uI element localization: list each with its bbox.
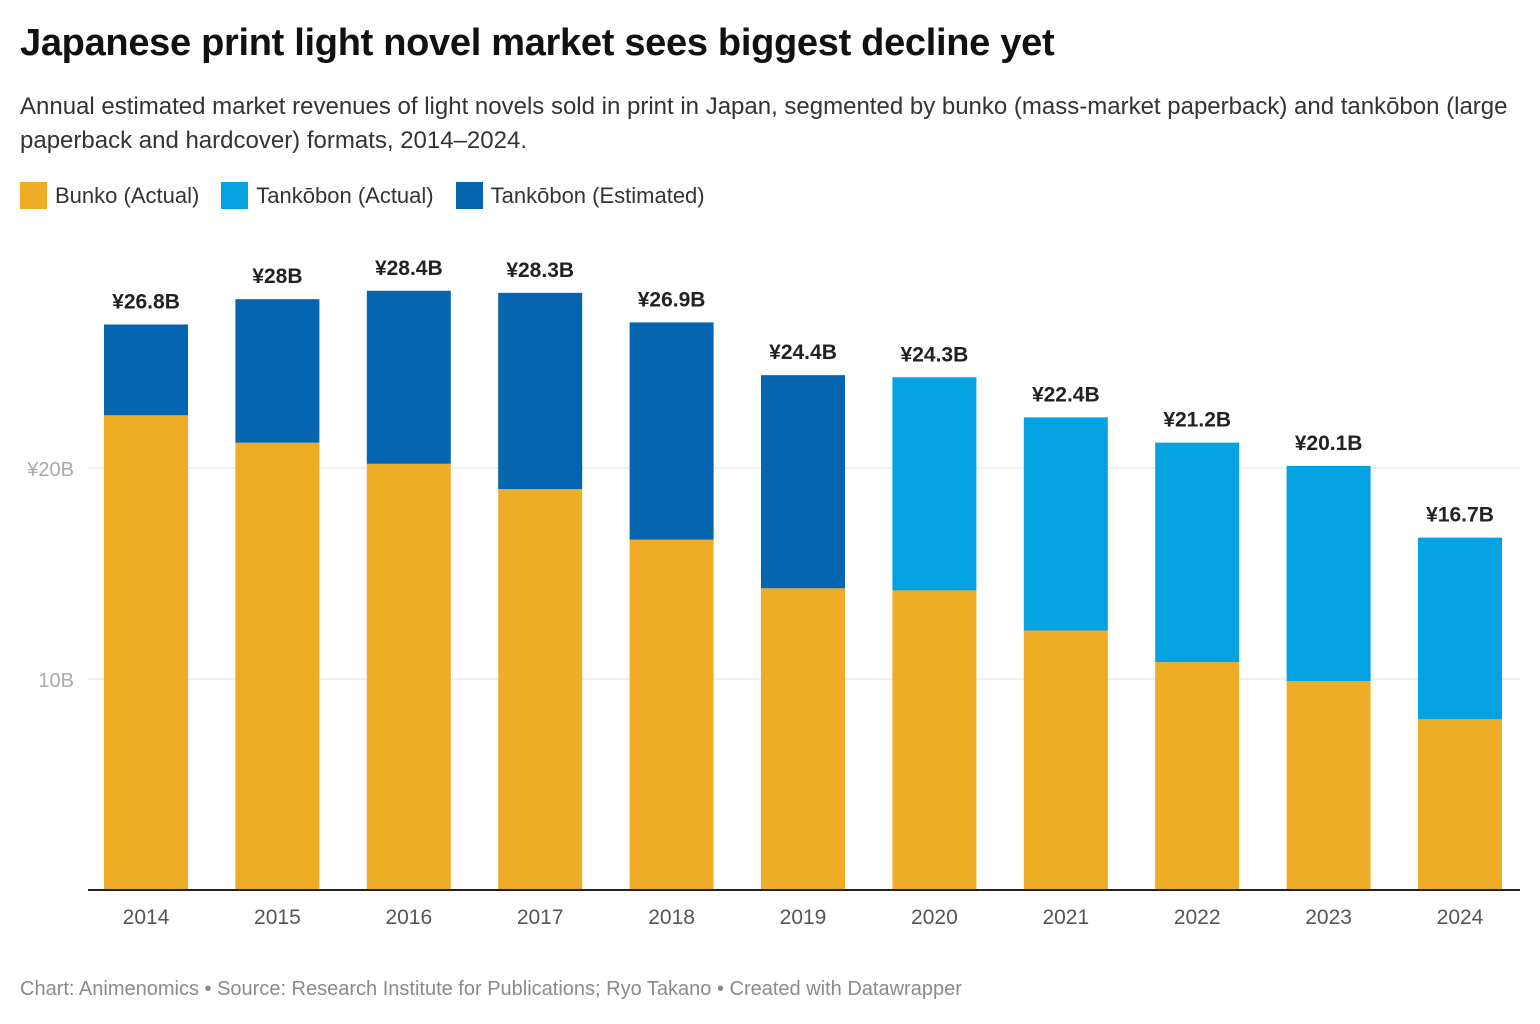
legend-swatch: [221, 182, 249, 209]
data-label: ¥20.1B: [1295, 432, 1363, 455]
x-tick-label: 2021: [1042, 906, 1089, 929]
legend-item-bunko-actual: Bunko (Actual): [20, 182, 199, 209]
x-tick-label: 2014: [123, 906, 170, 929]
bar-segment: [1286, 681, 1371, 890]
bar-segment: [1286, 465, 1371, 682]
bar-segment: [629, 322, 714, 540]
bar-segment: [366, 463, 451, 890]
legend: Bunko (Actual) Tankōbon (Actual) Tankōbo…: [20, 182, 705, 209]
chart-subtitle: Annual estimated market revenues of ligh…: [20, 93, 1508, 154]
bar-segment: [1155, 442, 1240, 663]
bar-segment: [1023, 630, 1108, 890]
x-tick-label: 2015: [254, 906, 301, 929]
x-tick-label: 2022: [1174, 906, 1221, 929]
data-label: ¥28B: [252, 265, 302, 288]
y-tick-label: ¥20B: [26, 459, 74, 481]
data-label: ¥21.2B: [1163, 409, 1231, 432]
legend-label: Bunko (Actual): [55, 182, 200, 208]
bar-segment: [629, 539, 714, 890]
data-label: ¥24.3B: [901, 343, 969, 366]
bar-segment: [892, 590, 977, 890]
data-label: ¥24.4B: [769, 341, 837, 364]
x-tick-label: 2023: [1305, 906, 1352, 929]
bar-segment: [1418, 537, 1502, 720]
legend-item-tankobon-actual: Tankōbon (Actual): [221, 182, 434, 209]
y-tick-label: 10B: [38, 670, 74, 692]
x-tick-label: 2019: [780, 906, 827, 929]
legend-swatch: [20, 182, 47, 209]
x-tick-label: 2018: [648, 906, 695, 929]
bar-segment: [1155, 662, 1240, 890]
x-tick-label: 2020: [911, 906, 958, 929]
data-label: ¥16.7B: [1426, 504, 1494, 527]
legend-item-tankobon-estimated: Tankōbon (Estimated): [455, 182, 705, 209]
bar-segment: [104, 324, 188, 416]
bar-segment: [761, 588, 845, 890]
data-label: ¥28.4B: [375, 257, 443, 280]
x-tick-label: 2016: [385, 906, 432, 929]
legend-swatch: [455, 182, 483, 209]
bar-segment: [498, 489, 583, 890]
data-label: ¥26.9B: [638, 288, 706, 311]
bar-segment: [761, 375, 845, 589]
chart-title: Japanese print light novel market sees b…: [20, 22, 1055, 64]
data-label: ¥26.8B: [112, 291, 180, 314]
bar-segment: [1023, 417, 1108, 631]
data-label: ¥22.4B: [1032, 383, 1100, 406]
legend-label: Tankōbon (Estimated): [490, 182, 705, 208]
bar-segment: [235, 299, 320, 443]
data-label: ¥28.3B: [506, 259, 574, 282]
legend-label: Tankōbon (Actual): [256, 182, 434, 208]
bar-segment: [235, 442, 320, 890]
bar-segment: [104, 415, 188, 890]
chart-footer: Chart: Animenomics • Source: Research In…: [20, 978, 962, 1000]
bar-segment: [1418, 719, 1502, 890]
bar-segment: [892, 377, 977, 591]
bar-segment: [366, 290, 451, 464]
x-tick-label: 2017: [517, 906, 564, 929]
x-tick-label: 2024: [1437, 906, 1484, 929]
bar-segment: [498, 292, 583, 490]
